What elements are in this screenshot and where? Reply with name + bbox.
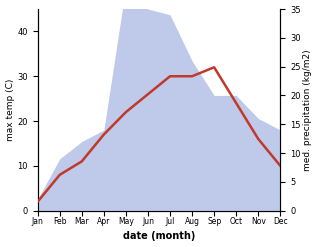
X-axis label: date (month): date (month) <box>123 231 195 242</box>
Y-axis label: med. precipitation (kg/m2): med. precipitation (kg/m2) <box>303 49 313 171</box>
Y-axis label: max temp (C): max temp (C) <box>5 79 15 141</box>
